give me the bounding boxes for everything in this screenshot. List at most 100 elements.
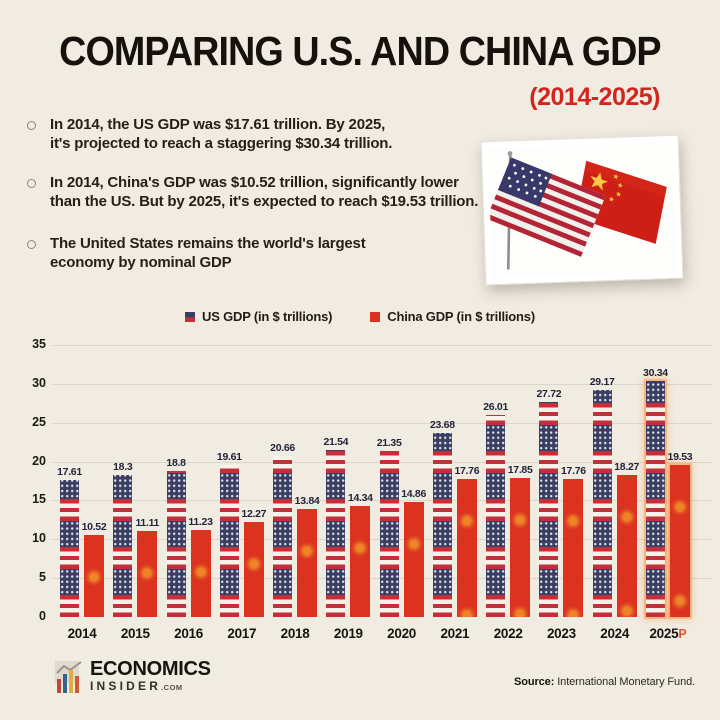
- us-gdp-bar: 29.17: [590, 376, 615, 617]
- bar-value-label: 17.85: [507, 464, 533, 477]
- china-bar-fill: [669, 465, 690, 617]
- us-stars-tile: [592, 521, 612, 547]
- us-stars-tile: [379, 521, 399, 547]
- x-axis-label: 2023: [546, 626, 576, 641]
- us-stripes-tile: [166, 547, 186, 569]
- us-stars-tile: [273, 569, 293, 595]
- us-stripes-tile: [219, 464, 239, 473]
- us-stripes-tile: [486, 595, 506, 617]
- year-group-2020: 21.35 14.86 2020: [376, 345, 427, 641]
- gridline: [52, 461, 712, 463]
- bar-value-label: 17.76: [454, 464, 480, 477]
- china-bar-fill: [350, 505, 371, 617]
- us-stripes-tile: [592, 499, 612, 521]
- us-stripes-tile: [219, 595, 239, 617]
- us-gdp-bar: 18.8: [166, 457, 186, 617]
- x-axis-label: 2019: [333, 626, 363, 641]
- us-stripes-tile: [166, 470, 186, 473]
- us-stripes-tile: [60, 499, 79, 521]
- us-stars-tile: [166, 569, 186, 595]
- x-axis-label: 2020: [387, 626, 417, 641]
- us-stars-tile: [379, 473, 399, 499]
- china-bar-fill: [563, 478, 584, 617]
- year-group-2016: 18.8 11.23 2016: [166, 345, 213, 641]
- year-group-2025: 30.34 19.53 2025P: [643, 345, 693, 641]
- us-stripes-tile: [432, 451, 452, 473]
- us-stripes-tile: [486, 499, 506, 521]
- us-bar-fill: [592, 390, 612, 617]
- us-bar-fill: [166, 470, 186, 617]
- us-stars-tile: [645, 521, 665, 547]
- us-stars-tile: [592, 569, 612, 595]
- us-stripes-tile: [60, 595, 79, 617]
- year-group-2018: 20.66 13.84 2018: [270, 345, 320, 641]
- us-stripes-tile: [592, 595, 612, 617]
- bar-value-label: 21.35: [376, 437, 402, 450]
- legend-label-china: China GDP (in $ trillions): [387, 309, 535, 324]
- us-stars-tile: [60, 480, 79, 499]
- us-stars-tile: [486, 569, 506, 595]
- x-axis-label: 2015: [120, 626, 150, 641]
- us-stripes-tile: [645, 499, 665, 521]
- china-bar-fill: [84, 535, 104, 617]
- bar-value-label: 18.3: [113, 460, 133, 473]
- us-stripes-tile: [219, 547, 239, 569]
- x-axis-label: 2014: [67, 626, 97, 641]
- us-stars-tile: [645, 473, 665, 499]
- x-axis-label: 2017: [227, 626, 257, 641]
- us-stars-tile: [113, 521, 133, 547]
- logo-subname: INSIDER.COM: [90, 679, 183, 693]
- us-stripes-tile: [113, 547, 133, 569]
- x-axis-label: 2018: [280, 626, 310, 641]
- china-bar-fill: [616, 475, 637, 617]
- x-axis-label: 2021: [440, 626, 470, 641]
- us-stripes-tile: [539, 403, 559, 425]
- us-bar-fill: [379, 451, 399, 617]
- bullet-icon: [27, 121, 36, 130]
- logo-chart-icon: [55, 661, 82, 693]
- us-stripes-tile: [592, 451, 612, 473]
- us-stripes-tile: [539, 547, 559, 569]
- us-stripes-tile: [379, 595, 399, 617]
- bar-value-label: 19.61: [216, 450, 242, 463]
- gridline: [52, 345, 712, 346]
- us-stars-tile: [432, 473, 452, 499]
- us-stripes-tile: [326, 499, 346, 521]
- us-stars-tile: [273, 521, 293, 547]
- y-axis-label: 10: [32, 531, 46, 546]
- us-stars-tile: [486, 425, 506, 451]
- us-stars-tile: [166, 473, 186, 499]
- china-bar-fill: [403, 501, 424, 617]
- bar-value-label: 11.11: [135, 516, 160, 529]
- us-stars-tile: [432, 521, 452, 547]
- china-gdp-bar: 17.85: [508, 464, 533, 617]
- us-bar-fill: [219, 464, 239, 617]
- gridline: [52, 539, 712, 541]
- bar-value-label: 14.86: [401, 487, 426, 500]
- us-stars-tile: [219, 521, 239, 547]
- china-gdp-bar: 12.27: [241, 508, 266, 617]
- us-stars-tile: [539, 401, 559, 403]
- us-stars-tile: [219, 569, 239, 595]
- y-axis-label: 0: [39, 609, 46, 623]
- china-gdp-bar: 10.52: [82, 521, 107, 617]
- us-stripes-tile: [539, 499, 559, 521]
- us-stars-tile: [326, 521, 346, 547]
- us-stripes-tile: [432, 547, 452, 569]
- bar-value-label: 27.72: [536, 387, 562, 400]
- x-axis-label: 2016: [174, 626, 203, 641]
- list-item: In 2014, China's GDP was $10.52 trillion…: [27, 174, 479, 211]
- bullet-text-largest-economy: The United States remains the world's la…: [50, 235, 366, 271]
- us-gdp-bar: 23.68: [430, 419, 455, 617]
- us-gdp-bar: 18.3: [113, 461, 133, 617]
- bar-value-label: 17.61: [57, 466, 82, 479]
- us-stars-tile: [539, 569, 559, 595]
- us-stripes-tile: [539, 595, 559, 617]
- bar-value-label: 18.8: [166, 456, 186, 469]
- y-axis-label: 20: [32, 453, 46, 468]
- bullet-text-us-gdp: In 2014, the US GDP was $17.61 trillion.…: [50, 116, 393, 152]
- us-bar-fill: [486, 414, 506, 617]
- us-stars-tile: [645, 381, 665, 403]
- y-axis-label: 25: [32, 414, 46, 429]
